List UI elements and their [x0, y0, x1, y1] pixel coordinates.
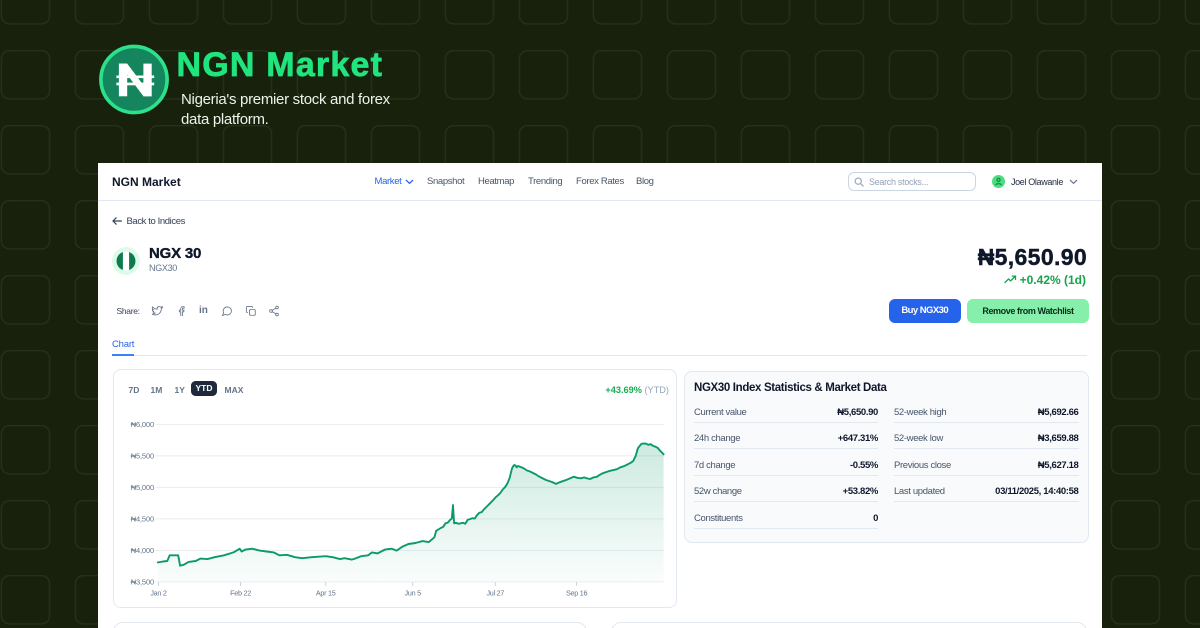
svg-text:₦3,500: ₦3,500	[131, 578, 154, 587]
svg-text:₦6,000: ₦6,000	[131, 420, 154, 429]
svg-text:Jun 5: Jun 5	[405, 589, 422, 598]
svg-text:Jan 2: Jan 2	[150, 589, 167, 598]
svg-text:Sep 16: Sep 16	[566, 589, 588, 598]
svg-text:Apr 15: Apr 15	[316, 589, 336, 598]
svg-text:₦5,500: ₦5,500	[131, 452, 154, 461]
svg-text:₦5,000: ₦5,000	[131, 483, 154, 492]
svg-text:₦4,500: ₦4,500	[131, 515, 154, 524]
svg-text:Feb 22: Feb 22	[230, 589, 251, 598]
svg-text:Jul 27: Jul 27	[486, 589, 504, 598]
svg-text:₦4,000: ₦4,000	[131, 546, 154, 555]
